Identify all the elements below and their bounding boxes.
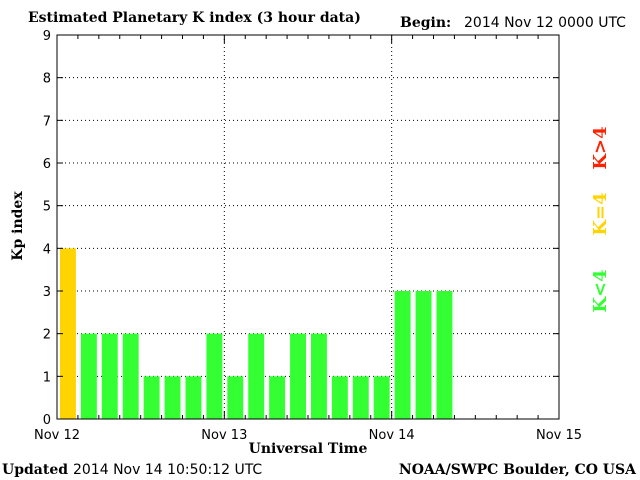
y-tick-label: 4 [43, 242, 51, 257]
kp-bar [206, 333, 223, 419]
y-axis-label: Kp index [10, 191, 26, 261]
gridlines [57, 34, 559, 419]
legend-k-less-4: K<4 [590, 269, 611, 312]
kp-bar [227, 376, 244, 419]
credit: NOAA/SWPC Boulder, CO USA [399, 462, 637, 478]
begin-value: 2014 Nov 12 0000 UTC [464, 15, 626, 31]
kp-bar [80, 333, 97, 419]
kp-bar [143, 376, 160, 419]
updated-label: Updated [2, 462, 68, 478]
y-tick-label: 1 [43, 370, 51, 385]
x-tick-label: Nov 13 [201, 428, 247, 443]
kp-bar [373, 376, 390, 419]
y-tick-label: 8 [43, 72, 51, 87]
kp-bar [352, 376, 369, 419]
kp-bar [101, 333, 118, 419]
kp-bar [185, 376, 202, 419]
kp-bar [436, 291, 453, 419]
begin-label: Begin: [400, 15, 451, 31]
chart-title: Estimated Planetary K index (3 hour data… [28, 10, 361, 26]
axes [56, 34, 560, 420]
bars-group [60, 248, 453, 419]
kp-bar [311, 333, 327, 419]
kp-bar [248, 333, 265, 419]
x-tick-label: Nov 12 [34, 428, 80, 443]
y-tick-label: 3 [43, 285, 51, 300]
kp-bar [60, 248, 76, 419]
y-tick-label: 2 [43, 328, 51, 343]
x-tick-labels: Nov 12 Nov 13 Nov 14 Nov 15 [34, 428, 582, 443]
kp-bar [415, 291, 432, 419]
legend-k-greater-4: K>4 [590, 126, 611, 169]
y-tick-label: 0 [43, 413, 51, 428]
kp-bar [164, 376, 181, 419]
y-tick-label: 7 [43, 114, 51, 129]
y-tick-label: 9 [43, 29, 51, 44]
y-tick-labels: 0 1 2 3 4 5 6 7 8 9 [43, 29, 51, 428]
updated-value: 2014 Nov 14 10:50:12 UTC [73, 462, 262, 478]
legend-k-equal-4: K=4 [590, 192, 611, 235]
x-axis-label: Universal Time [249, 441, 368, 457]
kp-bar [122, 333, 139, 419]
y-tick-label: 5 [43, 200, 51, 215]
kp-bar [331, 376, 348, 419]
y-tick-label: 6 [43, 157, 51, 172]
kp-bar [394, 291, 411, 419]
legend: K>4 K=4 K<4 [590, 126, 611, 312]
x-tick-label: Nov 14 [369, 428, 415, 443]
kp-bar [290, 333, 306, 419]
x-tick-label: Nov 15 [536, 428, 582, 443]
kp-bar [269, 376, 286, 419]
